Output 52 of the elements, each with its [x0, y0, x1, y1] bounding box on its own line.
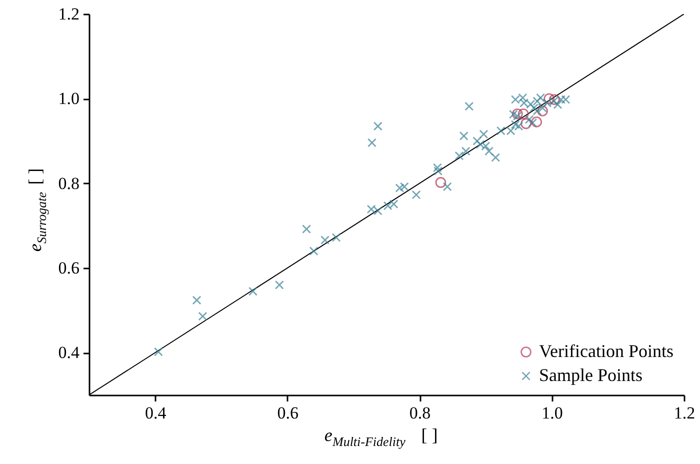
point — [553, 100, 562, 110]
point — [459, 131, 468, 140]
point — [302, 224, 311, 234]
y-tick-label: 0.4 — [58, 343, 80, 362]
point — [479, 130, 488, 139]
point — [512, 112, 522, 121]
point — [373, 122, 382, 131]
point — [491, 153, 500, 162]
x-tick-label: 0.8 — [409, 404, 431, 422]
point — [248, 286, 258, 296]
y-tick-label: 0.8 — [58, 174, 80, 193]
point — [198, 312, 208, 321]
point — [320, 236, 330, 245]
legend-label: Sample Points — [539, 365, 643, 385]
point — [532, 106, 542, 116]
point — [461, 146, 470, 156]
point — [484, 146, 494, 156]
point — [412, 190, 421, 200]
point — [154, 347, 163, 356]
point — [367, 138, 376, 148]
point — [274, 280, 284, 290]
y-tick-label: 1.0 — [58, 89, 80, 108]
point — [192, 296, 202, 305]
point — [454, 151, 464, 160]
point — [442, 182, 452, 192]
x-tick-label: 0.4 — [144, 404, 167, 422]
point — [508, 110, 518, 119]
point — [512, 108, 523, 120]
y-tick-label: 0.6 — [58, 258, 80, 278]
point — [520, 118, 532, 130]
point — [544, 93, 555, 104]
x-tick-label: 1.2 — [674, 404, 696, 422]
point — [332, 233, 341, 242]
point — [432, 163, 442, 172]
point — [518, 108, 529, 120]
legend-label: Verification Points — [539, 341, 674, 361]
point — [472, 136, 482, 146]
point — [536, 93, 546, 102]
x-tick-label: 1.0 — [542, 404, 563, 422]
point — [510, 120, 520, 129]
point — [434, 166, 443, 176]
point — [524, 114, 534, 124]
point — [537, 106, 548, 116]
point — [464, 102, 474, 111]
point — [514, 122, 524, 131]
x-tick-label: 0.6 — [277, 404, 298, 422]
y-tick-label: 1.2 — [58, 4, 80, 24]
point — [435, 177, 446, 188]
point — [309, 246, 318, 256]
y-axis-title: eSurrogate [ ] — [25, 168, 49, 252]
point — [531, 116, 542, 128]
point — [528, 118, 538, 128]
